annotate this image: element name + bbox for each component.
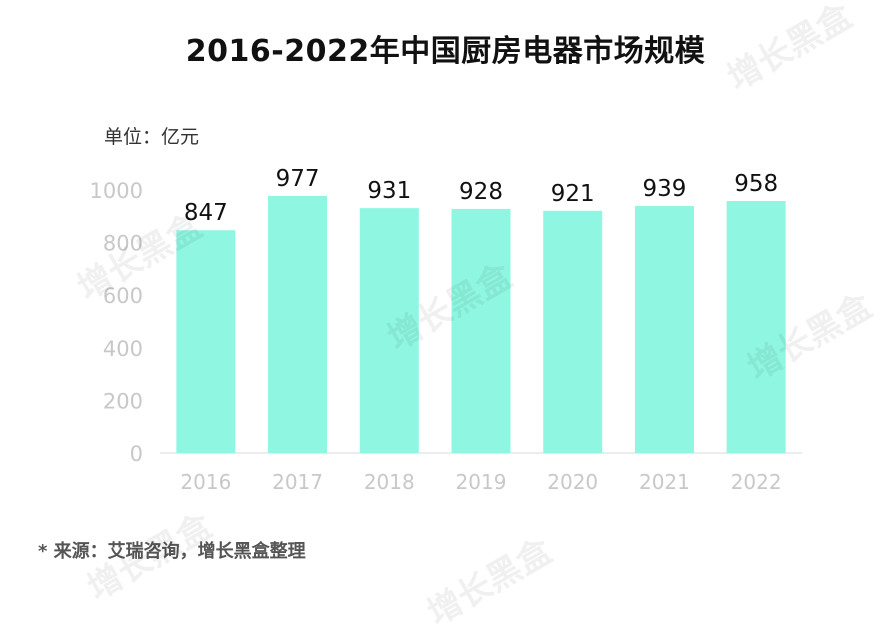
data-label: 921 [551,181,595,207]
bar [359,208,419,453]
x-tick-label: 2016 [180,470,231,494]
x-tick-label: 2022 [731,470,782,494]
source-note: * 来源：艾瑞咨询，增长黑盒整理 [38,541,306,562]
bar [176,230,236,453]
x-tick-label: 2020 [547,470,598,494]
data-label: 958 [734,171,778,197]
x-tick-label: 2019 [456,470,507,494]
y-tick-label: 1000 [90,179,143,203]
bar [543,210,603,453]
x-tick-label: 2018 [364,470,415,494]
data-label: 847 [184,200,228,226]
y-tick-label: 200 [103,389,143,413]
y-tick-label: 400 [103,337,143,361]
data-label: 939 [642,176,686,202]
bar [634,206,694,453]
y-tick-label: 600 [103,284,143,308]
data-label: 977 [276,166,320,192]
bar [268,196,328,453]
chart-title: 2016-2022年中国厨房电器市场规模 [185,34,706,69]
data-label: 931 [367,178,411,204]
y-tick-label: 800 [103,232,143,256]
bar [726,201,786,453]
y-tick-label: 0 [130,442,143,466]
bar-chart: 0 200 400 600 800 1000 847 2016 977 2017 931 2018 92… [90,166,802,494]
unit-label: 单位：亿元 [104,126,200,148]
x-tick-label: 2017 [272,470,323,494]
x-tick-label: 2021 [639,470,690,494]
data-label: 928 [459,179,503,205]
bar [451,208,511,453]
